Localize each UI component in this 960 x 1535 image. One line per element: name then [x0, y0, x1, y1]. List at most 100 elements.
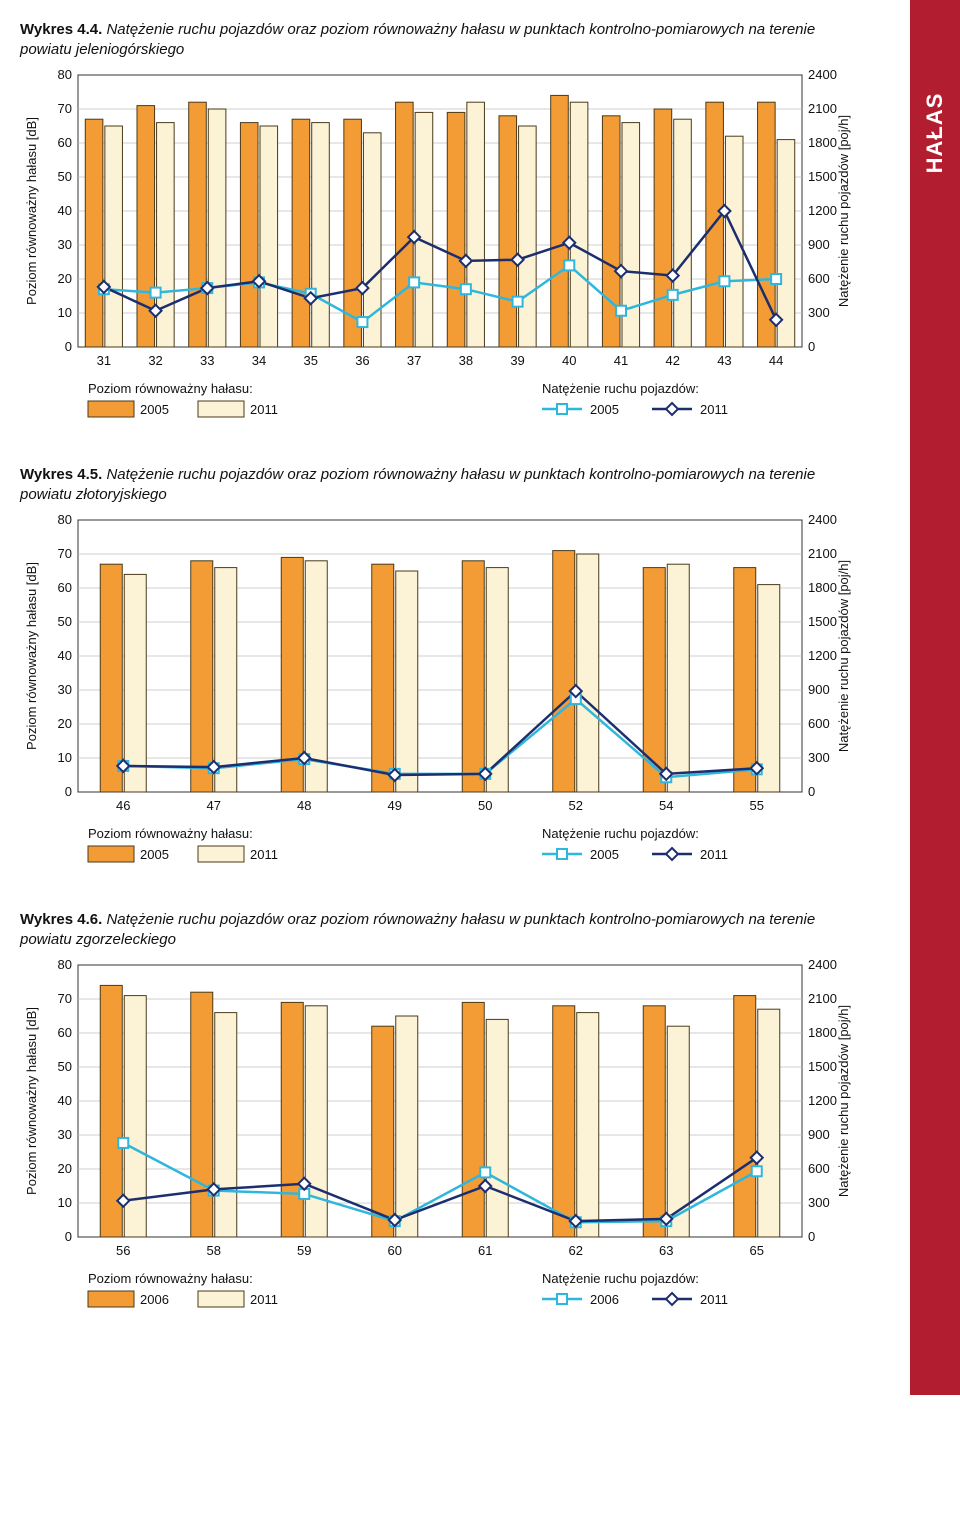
svg-text:2011: 2011: [250, 847, 278, 862]
caption-text: Natężenie ruchu pojazdów oraz poziom rów…: [20, 466, 815, 503]
svg-text:Natężenie ruchu pojazdów [poj/: Natężenie ruchu pojazdów [poj/h]: [836, 115, 851, 307]
svg-text:2011: 2011: [700, 402, 728, 417]
svg-text:42: 42: [665, 353, 679, 368]
svg-text:60: 60: [58, 135, 72, 150]
svg-text:Natężenie ruchu pojazdów [poj/: Natężenie ruchu pojazdów [poj/h]: [836, 560, 851, 752]
svg-text:Poziom równoważny hałasu:: Poziom równoważny hałasu:: [88, 826, 253, 841]
chart-caption: Wykres 4.4. Natężenie ruchu pojazdów ora…: [20, 20, 840, 59]
svg-text:2400: 2400: [808, 512, 837, 527]
svg-text:Poziom równoważny hałasu [dB]: Poziom równoważny hałasu [dB]: [24, 1007, 39, 1195]
svg-text:30: 30: [58, 1127, 72, 1142]
svg-text:50: 50: [58, 1059, 72, 1074]
svg-text:2005: 2005: [140, 402, 169, 417]
svg-text:1200: 1200: [808, 648, 837, 663]
svg-text:50: 50: [58, 614, 72, 629]
chart-block: Wykres 4.4. Natężenie ruchu pojazdów ora…: [20, 20, 900, 425]
svg-text:60: 60: [58, 580, 72, 595]
chart-block: Wykres 4.5. Natężenie ruchu pojazdów ora…: [20, 465, 900, 870]
svg-text:31: 31: [97, 353, 111, 368]
svg-text:32: 32: [148, 353, 162, 368]
svg-text:40: 40: [562, 353, 576, 368]
svg-text:70: 70: [58, 101, 72, 116]
svg-text:0: 0: [65, 784, 72, 799]
svg-text:900: 900: [808, 682, 830, 697]
svg-text:2400: 2400: [808, 67, 837, 82]
svg-text:Poziom równoważny hałasu:: Poziom równoważny hałasu:: [88, 1271, 253, 1286]
svg-text:1800: 1800: [808, 1025, 837, 1040]
svg-text:600: 600: [808, 271, 830, 286]
caption-bold: Wykres 4.6.: [20, 911, 102, 928]
svg-text:900: 900: [808, 237, 830, 252]
svg-text:20: 20: [58, 1161, 72, 1176]
svg-text:Natężenie ruchu pojazdów:: Natężenie ruchu pojazdów:: [542, 381, 699, 396]
svg-text:2005: 2005: [590, 847, 619, 862]
svg-text:40: 40: [58, 203, 72, 218]
svg-text:39: 39: [510, 353, 524, 368]
svg-text:1200: 1200: [808, 203, 837, 218]
svg-text:1800: 1800: [808, 135, 837, 150]
svg-text:300: 300: [808, 305, 830, 320]
svg-text:33: 33: [200, 353, 214, 368]
svg-text:2011: 2011: [700, 1292, 728, 1307]
svg-text:47: 47: [207, 798, 221, 813]
svg-text:2100: 2100: [808, 991, 837, 1006]
svg-text:56: 56: [116, 1243, 130, 1258]
svg-text:48: 48: [297, 798, 311, 813]
chart-svg: 0102030405060708003006009001200150018002…: [20, 510, 860, 870]
svg-text:2011: 2011: [250, 1292, 278, 1307]
svg-text:37: 37: [407, 353, 421, 368]
svg-text:30: 30: [58, 237, 72, 252]
svg-text:600: 600: [808, 1161, 830, 1176]
svg-text:10: 10: [58, 305, 72, 320]
svg-text:38: 38: [459, 353, 473, 368]
svg-text:1800: 1800: [808, 580, 837, 595]
svg-text:2005: 2005: [140, 847, 169, 862]
svg-text:70: 70: [58, 546, 72, 561]
svg-text:1500: 1500: [808, 614, 837, 629]
svg-text:Poziom równoważny hałasu [dB]: Poziom równoważny hałasu [dB]: [24, 117, 39, 305]
svg-text:52: 52: [569, 798, 583, 813]
chart-svg: 0102030405060708003006009001200150018002…: [20, 65, 860, 425]
svg-text:1500: 1500: [808, 169, 837, 184]
svg-text:49: 49: [388, 798, 402, 813]
svg-text:60: 60: [58, 1025, 72, 1040]
svg-text:65: 65: [750, 1243, 764, 1258]
svg-text:80: 80: [58, 67, 72, 82]
sidebar-label: HAŁAS: [922, 93, 948, 174]
svg-text:0: 0: [808, 1229, 815, 1244]
svg-text:Poziom równoważny hałasu:: Poziom równoważny hałasu:: [88, 381, 253, 396]
svg-text:10: 10: [58, 750, 72, 765]
svg-text:54: 54: [659, 798, 673, 813]
svg-text:80: 80: [58, 957, 72, 972]
svg-text:2100: 2100: [808, 546, 837, 561]
svg-text:0: 0: [808, 784, 815, 799]
svg-text:34: 34: [252, 353, 266, 368]
svg-text:46: 46: [116, 798, 130, 813]
svg-text:0: 0: [65, 339, 72, 354]
caption-text: Natężenie ruchu pojazdów oraz poziom rów…: [20, 911, 815, 948]
svg-text:2011: 2011: [700, 847, 728, 862]
sidebar: HAŁAS: [910, 0, 960, 1395]
svg-text:58: 58: [207, 1243, 221, 1258]
svg-text:Natężenie ruchu pojazdów:: Natężenie ruchu pojazdów:: [542, 826, 699, 841]
svg-text:80: 80: [58, 512, 72, 527]
svg-text:40: 40: [58, 1093, 72, 1108]
svg-text:1500: 1500: [808, 1059, 837, 1074]
svg-text:63: 63: [659, 1243, 673, 1258]
svg-text:1200: 1200: [808, 1093, 837, 1108]
chart-caption: Wykres 4.6. Natężenie ruchu pojazdów ora…: [20, 910, 840, 949]
svg-text:2006: 2006: [590, 1292, 619, 1307]
svg-text:600: 600: [808, 716, 830, 731]
svg-text:44: 44: [769, 353, 783, 368]
svg-text:Poziom równoważny hałasu [dB]: Poziom równoważny hałasu [dB]: [24, 562, 39, 750]
svg-text:43: 43: [717, 353, 731, 368]
caption-bold: Wykres 4.5.: [20, 466, 102, 483]
svg-text:2011: 2011: [250, 402, 278, 417]
svg-text:55: 55: [750, 798, 764, 813]
svg-text:2006: 2006: [140, 1292, 169, 1307]
svg-text:10: 10: [58, 1195, 72, 1210]
chart-block: Wykres 4.6. Natężenie ruchu pojazdów ora…: [20, 910, 900, 1315]
caption-text: Natężenie ruchu pojazdów oraz poziom rów…: [20, 21, 815, 58]
svg-text:Natężenie ruchu pojazdów [poj/: Natężenie ruchu pojazdów [poj/h]: [836, 1005, 851, 1197]
svg-text:50: 50: [58, 169, 72, 184]
